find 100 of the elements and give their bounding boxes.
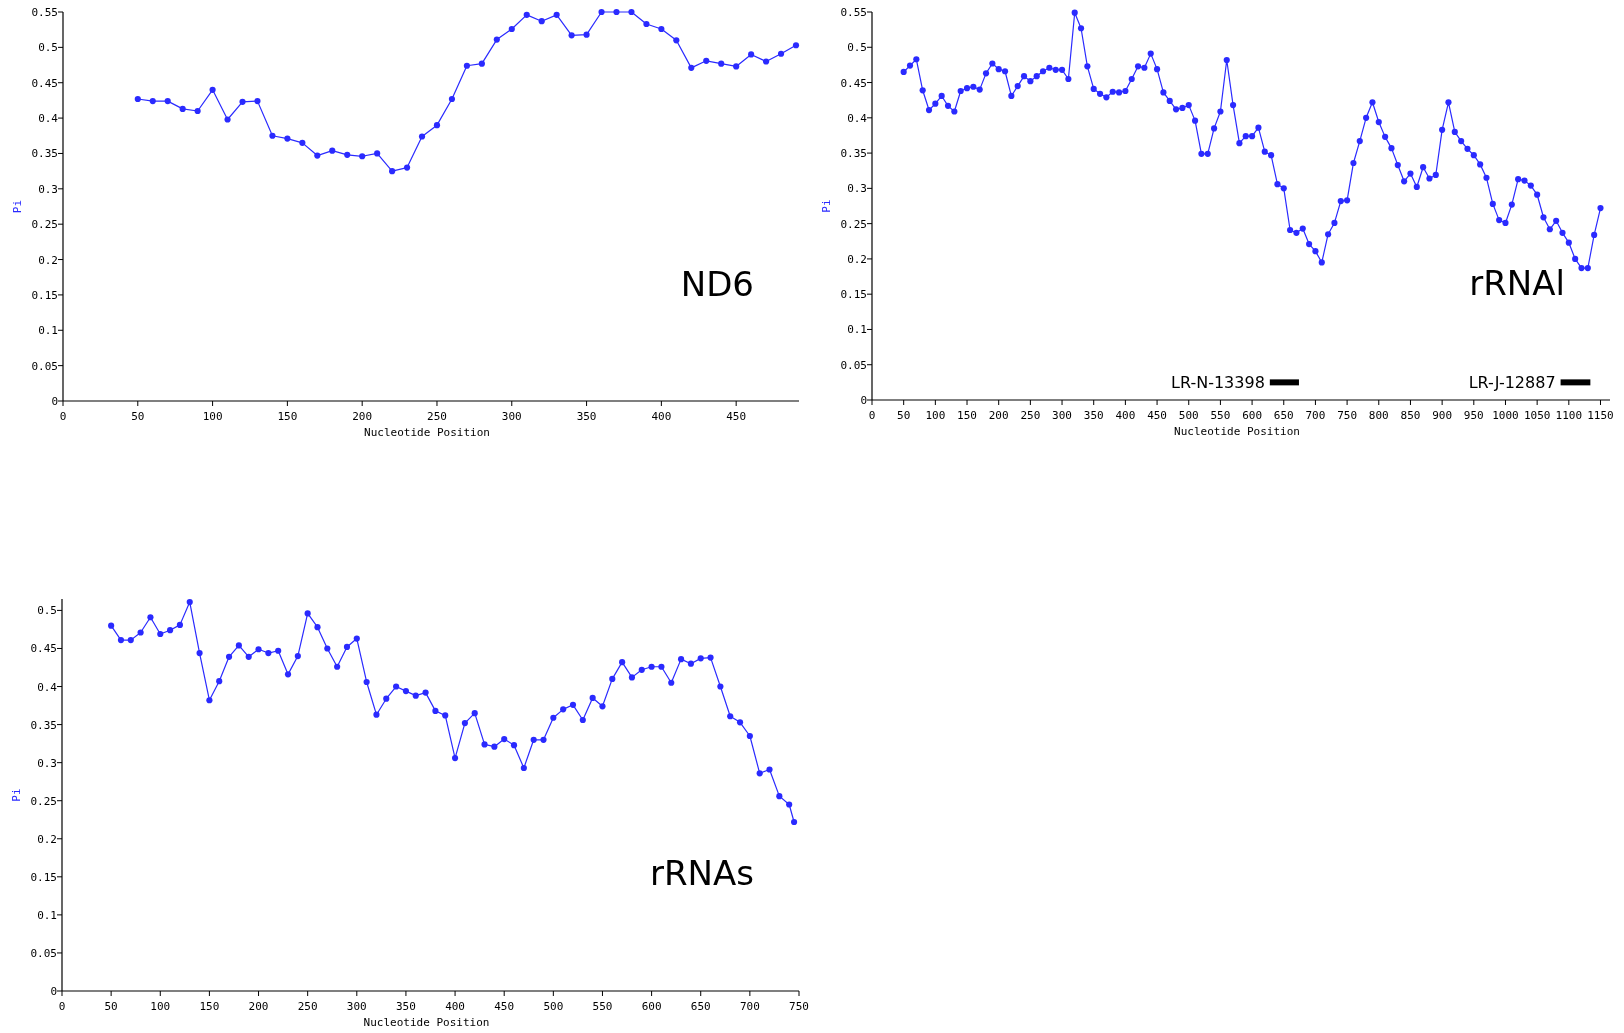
- point: [643, 20, 650, 28]
- point: [508, 25, 515, 33]
- x-tick-label: 600: [641, 1000, 662, 1013]
- y-axis-title: Pi: [820, 199, 833, 213]
- y-tick-label: 0: [51, 395, 58, 408]
- x-axis-title: Nucleotide Position: [363, 1016, 490, 1029]
- y-tick-label: 0.35: [840, 147, 867, 161]
- point: [314, 152, 321, 159]
- point: [688, 64, 695, 71]
- x-tick-label: 250: [297, 1000, 318, 1013]
- point: [389, 168, 396, 175]
- y-tick-label: 0.45: [31, 76, 58, 90]
- x-tick-label: 450: [494, 1000, 515, 1013]
- point: [628, 8, 635, 16]
- x-axis-title: Nucleotide Position: [364, 426, 490, 439]
- y-tick-label: 0.15: [31, 288, 58, 302]
- point: [703, 57, 710, 64]
- y-tick-label: 0.4: [847, 111, 868, 125]
- y-tick-label: 0.35: [31, 147, 58, 161]
- x-tick-label: 200: [248, 1000, 269, 1013]
- x-tick-label: 300: [346, 1000, 367, 1013]
- x-tick-label: 150: [957, 409, 977, 422]
- point: [583, 31, 590, 38]
- y-tick-label: 0.55: [840, 6, 867, 19]
- point: [448, 95, 456, 103]
- y-tick-label: 0.5: [847, 41, 867, 55]
- point: [538, 18, 545, 25]
- annotation: ND6: [680, 263, 754, 304]
- y-tick-label: 0.3: [38, 182, 58, 196]
- point: [374, 150, 381, 157]
- y-tick-label: 0.35: [30, 718, 57, 732]
- x-tick-label: 550: [592, 1000, 613, 1013]
- x-tick-label: 700: [1305, 409, 1326, 422]
- y-tick-label: 0.4: [38, 112, 59, 126]
- x-tick-label: 950: [1463, 409, 1484, 422]
- y-tick-label: 0.3: [37, 756, 57, 770]
- y-tick-label: 0.1: [38, 324, 58, 338]
- y-tick-label: 0.25: [30, 794, 57, 808]
- x-tick-label: 0: [868, 409, 876, 422]
- annotation: rRNAs: [649, 853, 754, 894]
- x-tick-label: 350: [396, 1000, 416, 1013]
- point: [718, 60, 725, 67]
- y-tick-label: 0.3: [847, 182, 867, 196]
- point: [792, 42, 800, 49]
- annotation: rRNAl: [1469, 263, 1565, 304]
- x-axis-title: Nucleotide Position: [1174, 425, 1300, 438]
- x-tick-label: 350: [1083, 409, 1104, 422]
- y-tick-label: 0.2: [37, 832, 57, 846]
- y-tick-label: 0.2: [847, 252, 867, 266]
- x-tick-label: 200: [988, 409, 1009, 422]
- point: [224, 116, 231, 123]
- point: [209, 86, 216, 93]
- y-tick-label: 0.1: [847, 323, 867, 337]
- point: [254, 98, 261, 105]
- x-tick-label: 50: [104, 1000, 118, 1013]
- point: [748, 51, 755, 58]
- y-tick-label: 0.5: [38, 41, 58, 55]
- x-tick-label: 500: [543, 1000, 564, 1013]
- y-tick-label: 0.2: [38, 253, 58, 267]
- point: [344, 151, 351, 158]
- x-tick-label: 650: [1273, 409, 1294, 422]
- point: [433, 122, 441, 129]
- y-tick-label: 0.45: [30, 642, 57, 656]
- y-tick-label: 0.25: [840, 217, 867, 231]
- y-axis-title: Pi: [10, 788, 23, 802]
- x-tick-label: 150: [277, 410, 298, 423]
- x-tick-label: 100: [202, 410, 223, 423]
- point: [403, 164, 411, 171]
- x-tick-label: 500: [1178, 409, 1199, 422]
- x-tick-label: 650: [690, 1000, 711, 1013]
- y-tick-label: 0.05: [840, 358, 867, 372]
- x-tick-label: 550: [1210, 409, 1231, 422]
- point: [329, 147, 336, 154]
- point: [493, 36, 500, 43]
- series-label: LR-N-13398: [1171, 373, 1265, 393]
- y-tick-label: 0: [50, 985, 57, 998]
- point: [194, 107, 201, 115]
- x-tick-label: 0: [59, 410, 67, 423]
- x-tick-label: 1000: [1492, 409, 1519, 422]
- x-tick-label: 250: [1020, 409, 1041, 422]
- x-tick-label: 50: [897, 409, 911, 422]
- point: [299, 139, 306, 146]
- x-tick-label: 800: [1368, 409, 1389, 422]
- x-tick-label: 1100: [1555, 409, 1583, 422]
- point: [553, 11, 560, 18]
- y-tick-label: 0.05: [31, 359, 58, 373]
- point: [239, 98, 246, 105]
- x-tick-label: 300: [1052, 409, 1072, 422]
- x-tick-label: 900: [1432, 409, 1453, 422]
- y-tick-label: 0.4: [37, 680, 58, 694]
- series-label: LR-J-12887: [1468, 373, 1556, 393]
- x-tick-label: 150: [199, 1000, 220, 1013]
- point: [164, 98, 171, 105]
- x-tick-label: 750: [789, 1000, 809, 1013]
- x-tick-label: 750: [1337, 409, 1358, 422]
- x-tick-label: 450: [1147, 409, 1167, 422]
- y-tick-label: 0.25: [31, 218, 58, 232]
- x-tick-label: 400: [445, 1000, 465, 1013]
- point: [359, 153, 366, 160]
- point: [777, 50, 785, 57]
